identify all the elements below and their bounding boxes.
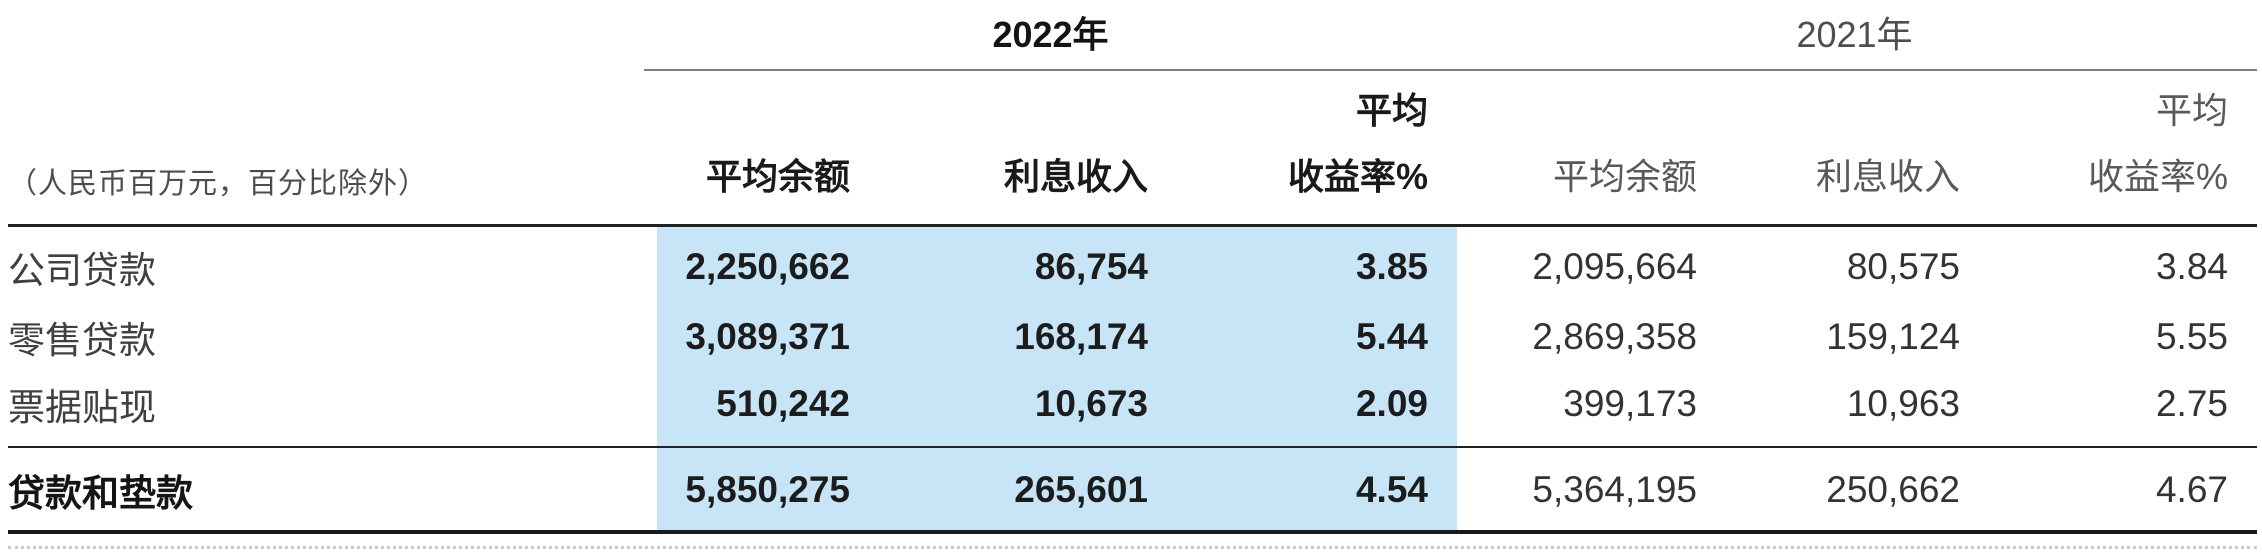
cell-2022-yield: 5.44	[1355, 316, 1428, 357]
header-2021-avg-yield-line2: 收益率%	[2087, 156, 2228, 197]
header-2022-interest-income: 利息收入	[1003, 156, 1148, 197]
cell-2021-yield: 5.55	[2155, 316, 2228, 357]
header-divider-line	[8, 224, 2257, 227]
header-2021-avg-balance: 平均余额	[1552, 156, 1697, 197]
cell-2021-interest-income: 250,662	[1826, 469, 1960, 510]
year-underline-2022	[644, 69, 1457, 71]
cell-2022-avg-balance: 510,242	[716, 383, 850, 424]
header-2022-avg-yield-line1: 平均	[1355, 90, 1428, 131]
cell-2021-interest-income: 10,963	[1846, 383, 1960, 424]
cell-2021-avg-balance: 2,095,664	[1532, 246, 1697, 287]
cell-2022-avg-balance: 5,850,275	[685, 469, 850, 510]
cell-2021-avg-balance: 399,173	[1563, 383, 1697, 424]
cell-2021-avg-balance: 2,869,358	[1532, 316, 1697, 357]
year-header-2022: 2022年	[992, 14, 1109, 55]
cell-2022-interest-income: 168,174	[1014, 316, 1148, 357]
unit-note: （人民币百万元，百分比除外）	[8, 168, 429, 200]
row-label: 零售贷款	[8, 320, 156, 361]
year-underline-2021	[1452, 69, 2257, 71]
cell-2022-interest-income: 265,601	[1014, 469, 1148, 510]
cell-2021-yield: 3.84	[2155, 246, 2228, 287]
row-label: 公司贷款	[8, 250, 156, 291]
cell-2022-yield: 4.54	[1355, 469, 1428, 510]
table-row-discounted-bills: 票据贴现 510,242 10,673 2.09 399,173 10,963 …	[0, 371, 2262, 437]
cell-2021-interest-income: 159,124	[1826, 316, 1960, 357]
header-2021-interest-income: 利息收入	[1815, 156, 1960, 197]
table-row-corporate-loans: 公司贷款 2,250,662 86,754 3.85 2,095,664 80,…	[0, 227, 2262, 307]
cell-2021-interest-income: 80,575	[1846, 246, 1960, 287]
column-header-row: 平均余额 利息收入 平均 收益率% 平均余额 利息收入 平均 收益率%	[0, 76, 2262, 210]
row-label: 贷款和垫款	[8, 473, 193, 514]
year-header-2021: 2021年	[1796, 14, 1913, 55]
total-divider-line	[8, 446, 2257, 448]
cell-2022-avg-balance: 2,250,662	[685, 246, 850, 287]
table-row-loans-and-advances-total: 贷款和垫款 5,850,275 265,601 4.54 5,364,195 2…	[0, 452, 2262, 528]
cell-2022-avg-balance: 3,089,371	[685, 316, 850, 357]
cell-2022-yield: 2.09	[1355, 383, 1428, 424]
cell-2022-yield: 3.85	[1355, 246, 1428, 287]
cell-2021-avg-balance: 5,364,195	[1532, 469, 1697, 510]
header-2021-avg-yield: 平均 收益率%	[1960, 78, 2228, 210]
table-row-retail-loans: 零售贷款 3,089,371 168,174 5.44 2,869,358 15…	[0, 304, 2262, 370]
cell-2022-interest-income: 86,754	[1034, 246, 1148, 287]
bottom-border-line	[8, 530, 2257, 534]
row-label: 票据贴现	[8, 387, 156, 428]
cell-2021-yield: 2.75	[2155, 383, 2228, 424]
header-2022-avg-yield-line2: 收益率%	[1287, 156, 1428, 197]
cell-2021-yield: 4.67	[2155, 469, 2228, 510]
faint-dotted-line	[8, 546, 2257, 549]
header-2022-avg-yield: 平均 收益率%	[1148, 78, 1428, 210]
cell-2022-interest-income: 10,673	[1034, 383, 1148, 424]
highlight-band-2022	[657, 227, 1457, 534]
header-2021-avg-yield-line1: 平均	[2155, 90, 2228, 131]
header-2022-avg-balance: 平均余额	[705, 156, 850, 197]
